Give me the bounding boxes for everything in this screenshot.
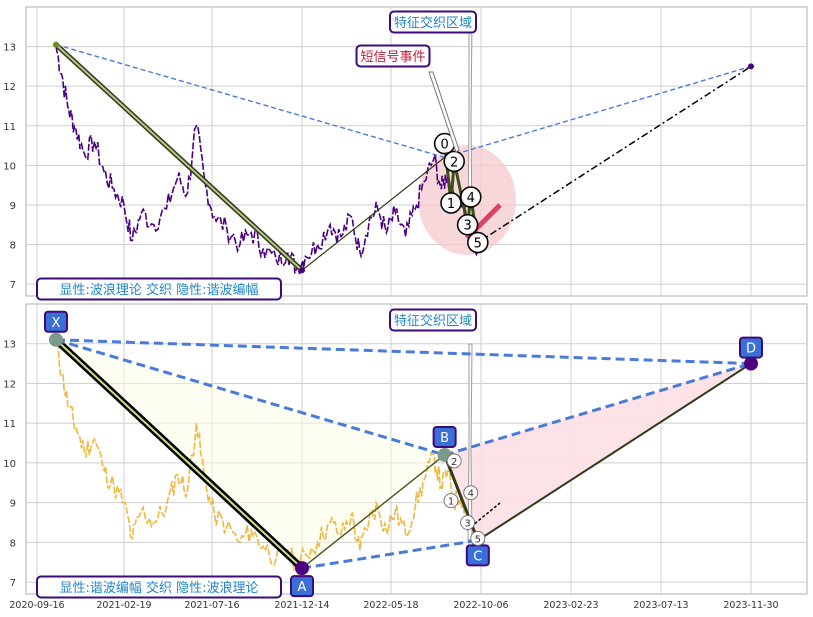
ab-leg-line: [301, 156, 445, 271]
top-y-tick-label: 8: [10, 241, 16, 252]
harmonic-label-B: B: [440, 431, 449, 446]
wave-point-1: [440, 192, 462, 214]
bcd-triangle: [444, 363, 751, 541]
bottom-y-tick-label: 11: [3, 419, 16, 430]
bottom-y-tick-label: 9: [10, 499, 16, 510]
event-marker-bar-bottom: [467, 343, 473, 541]
x-tick-label: 2023-11-30: [723, 600, 778, 611]
bottom-caption: 显性:谐波编幅 交织 隐性:波浪理论: [59, 580, 258, 596]
harmonic-point-X: [48, 332, 63, 347]
wave-label-5: 5: [474, 237, 482, 252]
bottom-y-tick-label: 12: [3, 379, 16, 390]
small-wave-label-2: 2: [451, 457, 457, 468]
harmonic-label-A: A: [298, 580, 307, 595]
small-wave-point-3: [460, 514, 476, 530]
harmonic-label-D: D: [746, 342, 756, 357]
wave-label-4: 4: [467, 191, 475, 206]
small-wave-point-1: [443, 493, 459, 509]
small-wave-label-5: 5: [475, 534, 481, 545]
x-axis: 2020-09-16 2021-02-19 2021-07-16 2021-12-14…: [9, 600, 778, 611]
harmonic-point-D: [744, 356, 758, 371]
small-wave-label-3: 3: [464, 518, 470, 529]
x-tick-label: 2021-07-16: [184, 600, 239, 611]
x-tick-label: 2021-12-14: [274, 600, 329, 611]
harmonic-label-box-A: [290, 575, 314, 598]
harmonic-label-box-B: [432, 425, 457, 448]
x-tick-label: 2021-02-19: [96, 600, 151, 611]
bottom-y-tick-label: 13: [3, 340, 16, 351]
xd-dashed: [55, 338, 752, 366]
wave-point-5: [467, 231, 489, 254]
small-wave-point-2: [446, 453, 462, 469]
top-y-tick-label: 12: [3, 82, 16, 93]
ab-leg: [301, 454, 446, 569]
x-tick-label: 2022-10-06: [453, 600, 508, 611]
wave-point-4: [459, 186, 482, 208]
price-line-top: [55, 46, 479, 275]
x-tick-label: 2023-07-13: [633, 600, 688, 611]
top-y-tick-label: 13: [3, 43, 16, 54]
wave-label-0: 0: [440, 138, 448, 153]
xab-triangle: [55, 339, 445, 569]
event-pointer: [428, 71, 460, 153]
bottom-caption-box: [36, 575, 282, 599]
top-caption-box: [36, 277, 282, 301]
a-point-marker: [299, 267, 305, 274]
harmonic-label-C: C: [473, 549, 482, 564]
wave-label-3: 3: [463, 219, 471, 234]
wave-label-1: 1: [447, 197, 455, 212]
small-wave-point-5: [470, 530, 486, 546]
harmonic-label-X: X: [52, 316, 61, 331]
ac-dashed: [301, 538, 479, 570]
xb-dashed: [55, 338, 446, 457]
xa-leg-inner: [55, 43, 303, 272]
bottom-y-tick-label: 10: [3, 459, 16, 470]
small-wave-point-4: [463, 485, 479, 501]
bottom-title-box: [389, 308, 477, 332]
x-tick-label: 2022-05-18: [363, 600, 418, 611]
bd-dashed: [444, 362, 752, 457]
top-title: 特征交织区域: [394, 15, 472, 31]
projection-end-point: [748, 63, 754, 70]
top-y-tick-label: 10: [3, 161, 16, 172]
top-title-box: [389, 10, 477, 34]
x-tick-label: 2023-02-23: [543, 600, 598, 611]
harmonic-label-box-X: [43, 310, 68, 333]
harmonic-point-A: [295, 561, 309, 576]
harmonic-label-box-D: [739, 336, 763, 359]
wave-point-3: [456, 213, 479, 236]
top-y-tick-label: 7: [10, 280, 16, 291]
wave-point-2: [443, 150, 465, 173]
projection-line: [477, 65, 752, 244]
xa-leg-highlight: [55, 339, 303, 569]
top-caption: 显性:波浪理论 交织 隐性:谐波编幅: [59, 282, 258, 298]
wave-label-2: 2: [450, 155, 458, 170]
cd-leg: [477, 362, 752, 542]
x-point-marker: [52, 41, 59, 48]
x-tick-label: 2020-09-16: [9, 600, 64, 611]
top-y-tick-label: 9: [10, 201, 16, 212]
small-wave-label-4: 4: [468, 489, 474, 500]
top-y-tick-label: 11: [3, 122, 16, 133]
short-signal-label: 短信号事件: [360, 50, 425, 65]
bottom-y-tick-label: 7: [10, 578, 16, 589]
bottom-title: 特征交织区域: [394, 313, 472, 329]
bottom-y-tick-label: 8: [10, 538, 16, 549]
small-wave-label-1: 1: [448, 497, 454, 508]
short-signal-label-box: [355, 44, 431, 68]
